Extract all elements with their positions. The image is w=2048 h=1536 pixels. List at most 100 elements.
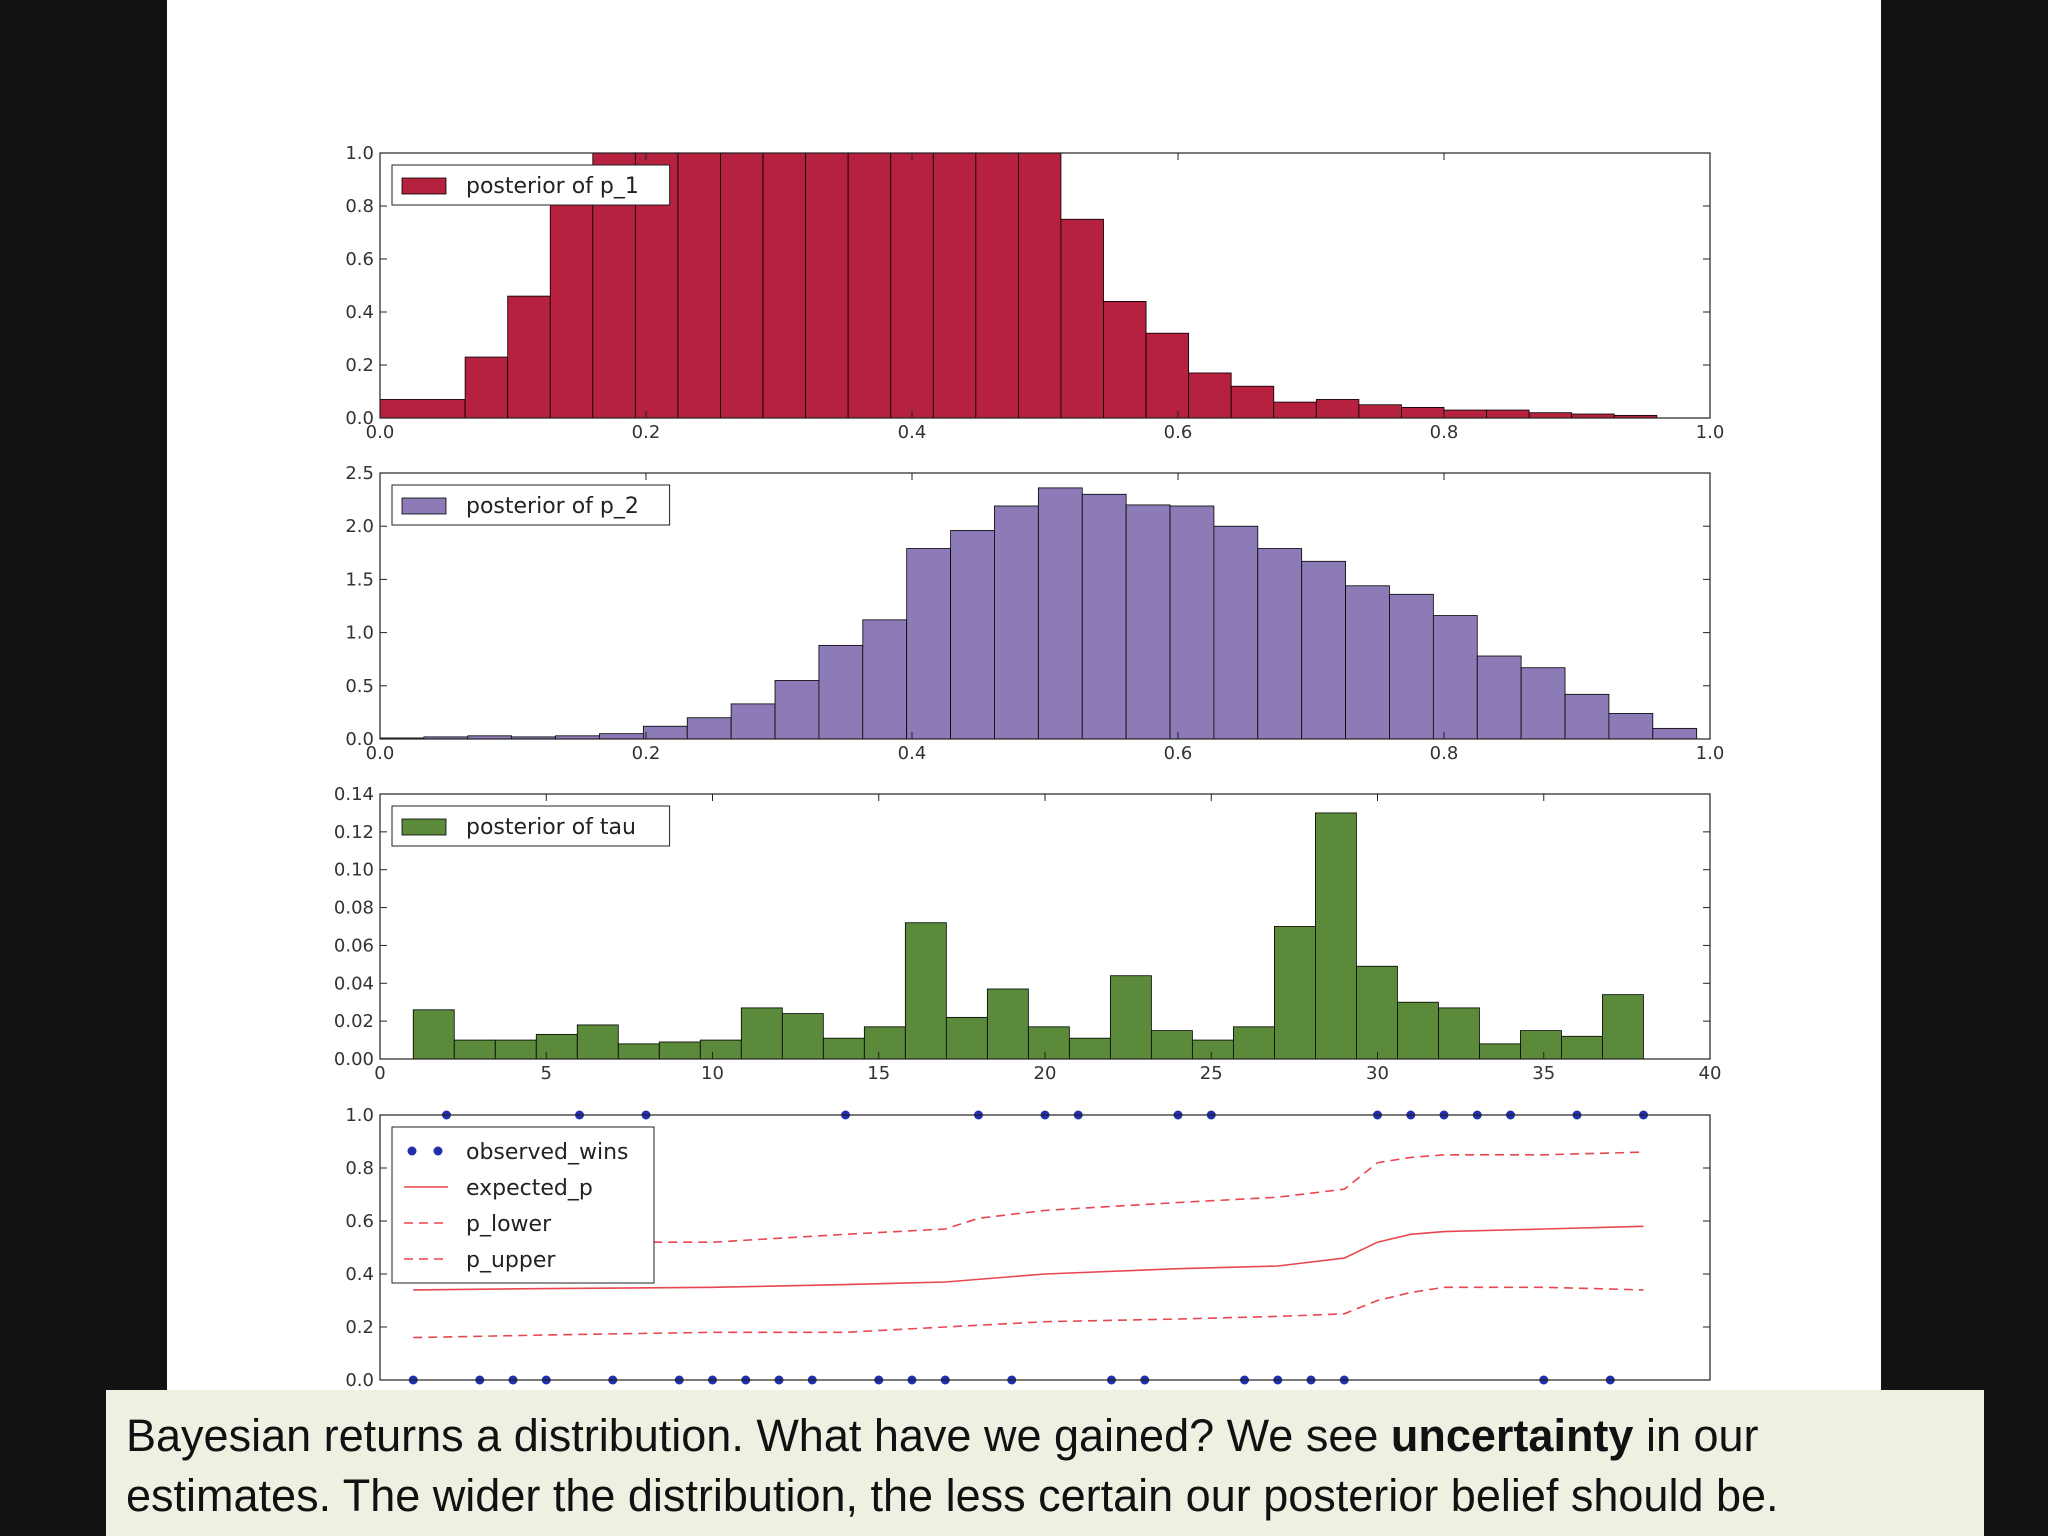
x-tick-label: 0.0 xyxy=(366,422,395,443)
histogram-bar xyxy=(1561,1035,1603,1060)
x-tick-label: 0.8 xyxy=(1430,422,1459,443)
histogram-bar xyxy=(986,988,1029,1060)
x-tick-label: 1.0 xyxy=(1696,743,1725,764)
histogram-bar xyxy=(890,152,934,419)
y-tick-label: 0.06 xyxy=(334,935,374,956)
histogram-bar xyxy=(1257,548,1303,740)
histogram-bar xyxy=(1191,1039,1234,1060)
y-tick-label: 0.00 xyxy=(334,1049,374,1070)
histogram-bar xyxy=(1528,412,1573,419)
histogram-bar xyxy=(822,1037,865,1060)
histogram-bar xyxy=(1068,1037,1111,1060)
histogram-bar xyxy=(1476,655,1522,740)
legend-label: p_upper xyxy=(466,1248,556,1273)
histogram-bar xyxy=(535,1033,578,1060)
histogram-bar xyxy=(1486,409,1530,419)
slide-area: 0.0 0.2 0.4 0.6 0.8 1.0 0.0 0.2 0.4 0.6 0.8 1.0 post… xyxy=(167,0,1881,1390)
histogram-bar xyxy=(464,356,509,419)
histogram-bar xyxy=(1150,1030,1193,1060)
histogram-bar xyxy=(762,152,806,419)
caption-line1-end: in our xyxy=(1633,1410,1759,1461)
x-tick-label: 0.6 xyxy=(1164,743,1193,764)
x-tick-label: 5 xyxy=(541,1063,552,1084)
y-tick-label: 0.5 xyxy=(345,676,374,697)
histogram-bar xyxy=(1520,667,1566,740)
legend-label: observed_wins xyxy=(466,1140,629,1165)
histogram-bar xyxy=(576,1024,619,1060)
histogram-bar xyxy=(1438,1007,1480,1060)
histogram-bar xyxy=(699,1039,742,1060)
y-tick-label: 2.0 xyxy=(345,516,374,537)
histogram-bar xyxy=(1232,1026,1275,1060)
y-tick-label: 0.6 xyxy=(345,249,374,270)
legend-marker xyxy=(433,1146,443,1156)
histogram-bar xyxy=(642,725,688,740)
legend-swatch xyxy=(401,497,447,515)
y-tick-label: 0.08 xyxy=(334,898,374,919)
histogram-bar xyxy=(863,1026,906,1060)
histogram-bar xyxy=(1608,713,1654,740)
x-tick-label: 25 xyxy=(1200,1063,1223,1084)
histogram-bar xyxy=(1652,727,1698,740)
charts-figure: 0.0 0.2 0.4 0.6 0.8 1.0 0.0 0.2 0.4 0.6 0.8 1.0 post… xyxy=(334,143,1725,1390)
chart-panel-4: 0.0 0.2 0.4 0.6 0.8 1.0 observed_wins expected_… xyxy=(345,1105,1711,1390)
y-tick-label: 1.5 xyxy=(345,569,374,590)
histogram-bar xyxy=(453,1039,496,1060)
histogram-bar xyxy=(1188,372,1232,419)
caption-box: Bayesian returns a distribution. What ha… xyxy=(106,1390,1984,1536)
plot-frame xyxy=(379,1114,1711,1381)
histogram-bar xyxy=(1060,218,1104,419)
histogram-bar xyxy=(617,1043,660,1060)
histogram-bar xyxy=(774,680,820,740)
histogram-bar xyxy=(1479,1043,1521,1060)
histogram-bar xyxy=(494,1039,537,1060)
histogram-bar xyxy=(1520,1030,1562,1060)
x-tick-label: 30 xyxy=(1366,1063,1389,1084)
histogram-bar xyxy=(847,152,892,419)
y-tick-label: 0.02 xyxy=(334,1011,374,1032)
y-tick-label: 0.2 xyxy=(345,355,374,376)
x-tick-label: 35 xyxy=(1532,1063,1555,1084)
histogram-bar xyxy=(1213,525,1259,740)
histogram-bar xyxy=(1401,406,1445,419)
histogram-bar xyxy=(740,1007,783,1060)
legend-swatch xyxy=(401,177,447,195)
histogram-bar xyxy=(1230,385,1275,419)
x-tick-label: 15 xyxy=(867,1063,890,1084)
histogram-bar xyxy=(975,152,1019,419)
histogram-bar xyxy=(412,1009,455,1060)
y-tick-label: 1.0 xyxy=(345,1105,374,1126)
histogram-bar xyxy=(1081,493,1127,740)
y-tick-label: 1.0 xyxy=(345,143,374,164)
caption-line1-start: Bayesian returns a distribution. What ha… xyxy=(126,1410,1391,1461)
histogram-bar xyxy=(1397,1001,1439,1060)
legend-label: posterior of tau xyxy=(466,815,636,840)
histogram-bar xyxy=(720,152,764,419)
histogram-bar xyxy=(1358,404,1402,419)
y-tick-label: 0.4 xyxy=(345,1264,374,1285)
legend-label: p_lower xyxy=(466,1212,552,1237)
x-tick-label: 0.2 xyxy=(632,743,661,764)
y-tick-label: 0.0 xyxy=(345,729,374,750)
histogram-bar xyxy=(906,548,951,740)
x-tick-label: 40 xyxy=(1699,1063,1722,1084)
histogram-bar xyxy=(945,1016,988,1060)
y-tick-label: 0.6 xyxy=(345,1211,374,1232)
histogram-bar xyxy=(1345,585,1390,740)
histogram-bar xyxy=(1125,504,1171,740)
x-tick-label: 0.0 xyxy=(366,743,395,764)
histogram-bar xyxy=(1274,926,1316,1060)
histogram-bar xyxy=(818,644,864,740)
caption-emphasis: uncertainty xyxy=(1390,1410,1634,1461)
histogram-bar xyxy=(1443,409,1487,419)
x-tick-label: 10 xyxy=(701,1063,724,1084)
series-line-p-lower xyxy=(413,1286,1644,1339)
x-tick-label: 0.8 xyxy=(1430,743,1459,764)
histogram-bar xyxy=(1356,965,1398,1060)
x-tick-label: 1.0 xyxy=(1696,422,1725,443)
histogram-bar xyxy=(1103,300,1147,419)
histogram-bar xyxy=(904,922,947,1060)
histogram-bar xyxy=(677,152,721,419)
legend-label: expected_p xyxy=(466,1176,593,1201)
histogram-bar xyxy=(1432,615,1478,740)
